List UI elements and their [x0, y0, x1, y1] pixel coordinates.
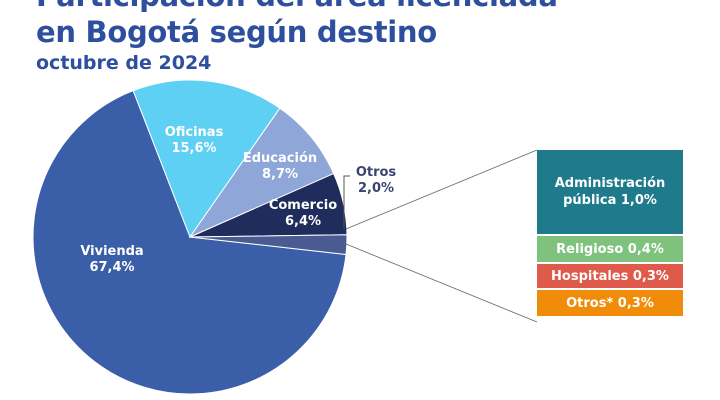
connector-line-bottom [345, 243, 538, 323]
stack-segment-3: Hospitales 0,3% [537, 264, 683, 290]
slice-value-educación: 8,7% [262, 167, 298, 182]
slice-name-otros: Otros [356, 165, 397, 180]
chart-title: Participación del área licenciada en Bog… [36, 0, 558, 50]
slice-value-oficinas: 15,6% [171, 141, 216, 156]
slice-value-comercio: 6,4% [285, 214, 321, 229]
otros-leader-line [343, 175, 350, 229]
slice-value-otros: 2,0% [358, 181, 394, 196]
slice-name-vivienda: Vivienda [80, 244, 143, 259]
stack-segment-1: Administración pública 1,0% [537, 150, 683, 236]
slice-name-educación: Educación [243, 151, 317, 166]
connector-line-top [345, 149, 538, 230]
chart-title-line-2: en Bogotá según destino [36, 15, 437, 49]
stack-segment-2: Religioso 0,4% [537, 236, 683, 264]
pie-slice-vivienda [32, 89, 347, 395]
pie-slice-oficinas [132, 79, 281, 239]
slice-name-comercio: Comercio [269, 198, 337, 213]
slice-value-vivienda: 67,4% [89, 260, 134, 275]
pie-slice-educación [188, 107, 335, 239]
chart-title-line-1: Participación del área licenciada [36, 0, 558, 13]
stack-segment-4: Otros* 0,3% [537, 290, 683, 318]
slice-name-oficinas: Oficinas [165, 125, 224, 140]
otros-breakdown-stack: Administración pública 1,0% Religioso 0,4… [537, 150, 683, 318]
chart-subtitle: octubre de 2024 [36, 52, 212, 74]
